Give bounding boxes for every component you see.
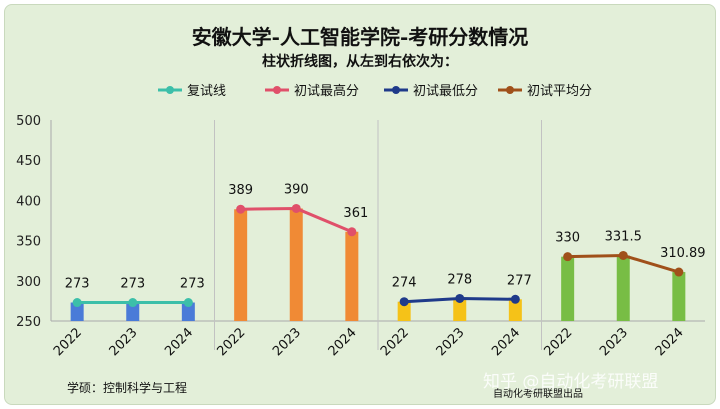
data-point-2023 (291, 203, 301, 213)
x-tick-label-2022: 2022 (378, 325, 412, 359)
x-tick-label-2023: 2023 (270, 325, 304, 359)
chart-card: 安徽大学-人工智能学院-考研分数情况 柱状折线图，从左到右依次为： 学硕：控制科… (4, 4, 716, 405)
data-label-2023: 331.5 (605, 229, 642, 244)
bar-2023 (453, 298, 467, 321)
bar-2024 (345, 231, 359, 321)
x-tick-label-2023: 2023 (597, 325, 631, 359)
data-point-2022 (72, 298, 82, 308)
legend-label-3: 初试最低分 (413, 84, 478, 99)
x-tick-label-2024: 2024 (326, 325, 360, 359)
legend-label-2: 初试最高分 (294, 83, 359, 99)
data-point-2022 (563, 252, 573, 262)
data-label-2024: 277 (507, 273, 532, 288)
x-tick-label-2022: 2022 (214, 325, 248, 359)
data-label-2024: 310.89 (660, 246, 706, 261)
data-label-2022: 389 (228, 183, 253, 198)
legend-marker-2 (273, 86, 281, 94)
data-label-2024: 361 (343, 206, 368, 221)
footer-credit-label: 自动化考研联盟出品 (493, 389, 583, 400)
x-tick-label-2024: 2024 (653, 325, 687, 359)
x-tick-label-2024: 2024 (489, 325, 523, 359)
bar-2022 (397, 301, 411, 321)
bar-2023 (616, 255, 630, 321)
chart-title: 安徽大学-人工智能学院-考研分数情况 (191, 25, 529, 49)
data-label-2022: 330 (555, 231, 580, 246)
footer-degree-label: 学硕：控制科学与工程 (67, 381, 188, 395)
legend-marker-1 (166, 86, 174, 94)
data-point-2023 (128, 298, 138, 308)
data-label-2023: 273 (120, 277, 145, 292)
data-point-2024 (183, 298, 193, 308)
data-point-2022 (236, 204, 246, 214)
data-label-2022: 274 (392, 276, 417, 291)
x-tick-label-2022: 2022 (51, 325, 85, 359)
data-point-2024 (674, 267, 684, 277)
x-tick-label-2024: 2024 (162, 325, 196, 359)
data-point-2023 (618, 250, 628, 260)
chart-svg: 复试线 初试最高分 初试最低分 初试平均分 500 450 400 350 300 250 273 2… (16, 83, 706, 359)
y-tick-label: 450 (16, 154, 41, 169)
bar-2024 (672, 272, 686, 321)
bar-2024 (508, 299, 522, 321)
bar-2022 (70, 302, 84, 321)
bar-2023 (126, 302, 140, 321)
legend-label-1: 复试线 (187, 84, 226, 99)
data-point-2022 (399, 297, 409, 307)
bar-2022 (561, 256, 575, 321)
x-tick-label-2022: 2022 (541, 325, 575, 359)
bar-2024 (181, 302, 195, 321)
data-label-2024: 273 (180, 277, 205, 292)
y-tick-label: 350 (16, 235, 41, 250)
y-tick-label: 250 (16, 315, 41, 330)
watermark: 知乎 @自动化考研联盟 (483, 372, 659, 392)
x-tick-label-2023: 2023 (107, 325, 141, 359)
data-point-2023 (455, 293, 465, 303)
data-label-2023: 390 (284, 182, 309, 197)
legend-marker-4 (506, 86, 514, 94)
y-tick-label: 300 (16, 275, 41, 290)
data-label-2022: 273 (65, 277, 90, 292)
y-tick-label: 500 (16, 114, 41, 129)
x-tick-label-2023: 2023 (434, 325, 468, 359)
y-tick-label: 400 (16, 194, 41, 209)
data-label-2023: 278 (447, 272, 472, 287)
legend-marker-3 (392, 86, 400, 94)
legend-label-4: 初试平均分 (527, 84, 592, 99)
chart-subtitle: 柱状折线图，从左到右依次为： (262, 54, 458, 70)
data-point-2024 (347, 227, 357, 237)
bar-2022 (234, 209, 248, 321)
data-point-2024 (510, 294, 520, 304)
bar-2023 (289, 208, 303, 321)
